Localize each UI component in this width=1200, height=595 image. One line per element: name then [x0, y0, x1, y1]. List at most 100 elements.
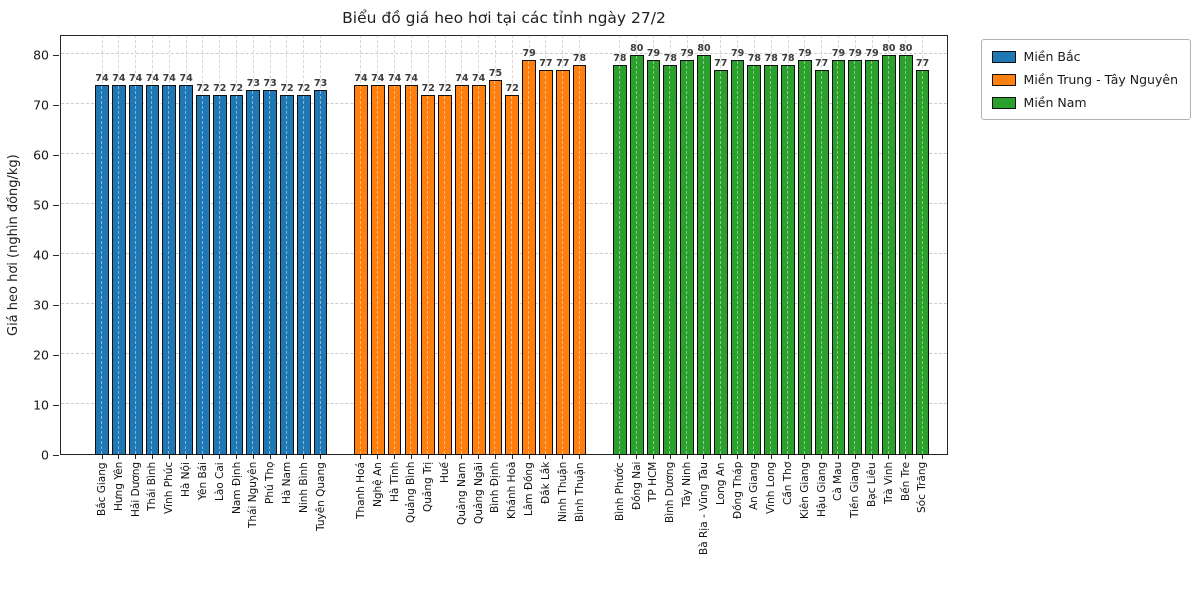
horizontal-gridline — [61, 53, 947, 54]
bar — [781, 65, 795, 455]
x-tick-label: Tiền Giang — [849, 462, 862, 519]
bar-zone: 77 — [554, 35, 571, 455]
bar-slot: 74 Hưng Yên — [110, 35, 127, 587]
x-tick-label: Sóc Trăng — [916, 462, 929, 514]
bar-zone: 72 — [295, 35, 312, 455]
x-tick-mark — [686, 455, 688, 459]
bar-zone: 73 — [245, 35, 262, 455]
bar — [881, 55, 896, 455]
bar-slot: 74 Vĩnh Phúc — [161, 35, 178, 587]
bar-slot: 78 Cần Thơ — [780, 35, 797, 587]
x-tick-zone: Đồng Tháp — [729, 455, 746, 587]
x-tick-label: Bắc Giang — [96, 462, 109, 516]
bar — [831, 60, 846, 455]
y-tick-label: 70 — [33, 97, 49, 113]
x-tick-zone: Ninh Thuận — [554, 455, 571, 587]
bar-zone: 78 — [611, 35, 628, 455]
bar-value-label: 72 — [196, 82, 210, 94]
bar-value-label: 74 — [112, 72, 126, 84]
bar — [505, 95, 520, 455]
y-tick-mark — [53, 54, 59, 56]
x-tick-mark — [837, 455, 839, 459]
bar-slot: 74 Quảng Nam — [453, 35, 470, 587]
bar — [212, 95, 227, 455]
x-tick-zone: Hậu Giang — [813, 455, 830, 587]
bar — [612, 65, 627, 455]
bar-slot: 77 Ninh Thuận — [554, 35, 571, 587]
x-tick-label: Huế — [439, 462, 451, 484]
bar-slot: 80 Bà Rịa - Vũng Tàu — [696, 35, 713, 587]
x-tick-label: Bình Thuận — [573, 462, 586, 522]
bar — [865, 60, 879, 455]
x-tick-mark — [770, 455, 772, 459]
bar-zone: 74 — [353, 35, 370, 455]
bar-value-label: 72 — [421, 82, 435, 94]
bar — [572, 65, 587, 455]
x-tick-label: Hà Tĩnh — [388, 462, 401, 503]
bar — [196, 95, 210, 455]
bar-zone: 74 — [470, 35, 487, 455]
bar-zone: 79 — [847, 35, 864, 455]
x-tick-zone: Quảng Ngãi — [470, 455, 487, 587]
x-tick-zone: Lâm Đồng — [521, 455, 538, 587]
bar — [629, 55, 644, 455]
x-tick-mark — [528, 455, 530, 459]
bar-zone: 74 — [127, 35, 144, 455]
x-tick-mark — [461, 455, 463, 459]
horizontal-gridline — [61, 203, 947, 204]
x-tick-label: Nghệ An — [371, 462, 384, 507]
x-tick-label: Quảng Bình — [405, 462, 418, 524]
bar-zone: 74 — [161, 35, 178, 455]
x-tick-mark — [219, 455, 221, 459]
bar — [229, 95, 244, 455]
horizontal-gridline — [61, 353, 947, 354]
horizontal-gridline — [61, 303, 947, 304]
bar — [915, 70, 930, 455]
group-gap — [588, 35, 612, 587]
y-tick-mark — [53, 104, 59, 106]
bar — [713, 70, 728, 455]
bar-slot: 72 Khánh Hoà — [504, 35, 521, 587]
bar-zone: 74 — [110, 35, 127, 455]
y-tick-label: 50 — [33, 197, 49, 213]
x-tick-zone: Hà Nam — [279, 455, 296, 587]
bar-zone: 79 — [864, 35, 881, 455]
x-tick-label: Tuyên Quang — [314, 462, 327, 531]
bar-zone: 78 — [571, 35, 588, 455]
bar-slot: 79 Bạc Liêu — [864, 35, 881, 587]
bar-zone: 77 — [538, 35, 555, 455]
x-tick-label: Hải Dương — [129, 462, 142, 518]
bar — [95, 85, 109, 455]
bar-zone: 74 — [369, 35, 386, 455]
bar-value-label: 79 — [680, 47, 694, 59]
x-tick-label: Vĩnh Phúc — [163, 462, 176, 515]
x-tick-zone: Hải Dương — [127, 455, 144, 587]
x-tick-mark — [545, 455, 547, 459]
bar-value-label: 77 — [556, 57, 570, 69]
bar-value-label: 74 — [371, 72, 385, 84]
bar-zone: 72 — [195, 35, 212, 455]
bar-value-label: 78 — [572, 52, 587, 64]
bar-zone: 74 — [178, 35, 195, 455]
bar-slot: 74 Bắc Giang — [94, 35, 111, 587]
x-tick-zone: Nghệ An — [369, 455, 386, 587]
bar — [296, 95, 311, 455]
x-tick-zone: Trà Vinh — [880, 455, 897, 587]
x-tick-mark — [478, 455, 480, 459]
bar-slot: 79 Tiền Giang — [847, 35, 864, 587]
legend-item: Miền Nam — [991, 95, 1178, 110]
x-tick-zone: Quảng Nam — [453, 455, 470, 587]
x-tick-label: Vĩnh Long — [765, 462, 778, 515]
bar — [246, 90, 261, 455]
legend-label: Miền Nam — [1023, 95, 1087, 110]
legend-item: Miền Bắc — [991, 49, 1178, 64]
x-tick-label: An Giang — [748, 462, 761, 510]
bar-value-label: 74 — [455, 72, 469, 84]
bar-slot: 80 Bến Tre — [897, 35, 914, 587]
bar-slot: 72 Hà Nam — [279, 35, 296, 587]
bar — [488, 80, 503, 455]
x-tick-mark — [303, 455, 305, 459]
bar-value-label: 80 — [899, 42, 913, 54]
bar-slot: 73 Phú Thọ — [262, 35, 279, 587]
bar-value-label: 74 — [387, 72, 402, 84]
